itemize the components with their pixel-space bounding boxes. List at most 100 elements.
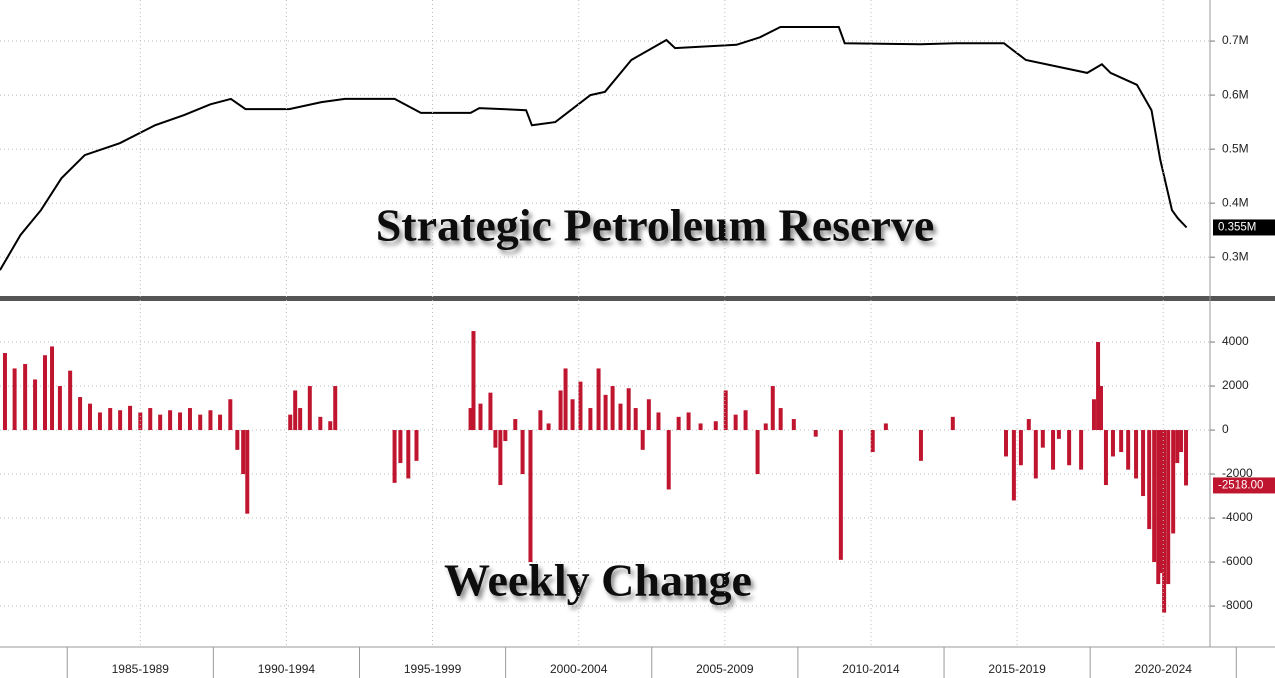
bar xyxy=(168,410,173,431)
bar xyxy=(546,423,551,431)
bar xyxy=(12,368,17,431)
bar xyxy=(733,414,738,431)
bar xyxy=(208,410,213,431)
bar xyxy=(1162,430,1167,613)
bar xyxy=(218,414,223,431)
bar xyxy=(158,414,163,431)
bar xyxy=(414,430,419,461)
bar xyxy=(538,410,543,431)
bar xyxy=(743,410,748,431)
bar xyxy=(23,364,28,431)
bar xyxy=(43,355,48,431)
bar xyxy=(328,421,333,431)
bar xyxy=(498,430,503,486)
x-tick-label: 1995-1999 xyxy=(404,662,462,676)
bar xyxy=(468,408,473,431)
y-tick-label: 0.7M xyxy=(1222,33,1249,47)
bar xyxy=(603,394,608,431)
bar xyxy=(763,423,768,431)
bar xyxy=(578,381,583,431)
bar xyxy=(1098,386,1103,431)
bar xyxy=(1179,430,1184,453)
y-tick-label: 2000 xyxy=(1222,378,1249,392)
bar xyxy=(2,353,7,431)
bar xyxy=(698,423,703,431)
bar xyxy=(307,386,312,431)
y-tick-label: 0.4M xyxy=(1222,195,1249,209)
bar xyxy=(88,403,93,431)
bar xyxy=(596,368,601,431)
y-tick-label: -6000 xyxy=(1222,554,1253,568)
bar xyxy=(713,421,718,431)
bar xyxy=(778,408,783,431)
bar xyxy=(298,408,303,431)
bar xyxy=(128,405,133,431)
bar xyxy=(1147,430,1152,530)
bar xyxy=(241,430,246,475)
bar xyxy=(318,416,323,431)
bar xyxy=(1096,342,1101,431)
bar xyxy=(1026,419,1031,431)
bar xyxy=(1067,430,1072,466)
bar xyxy=(528,430,533,563)
y-tick-label: -2000 xyxy=(1222,466,1253,480)
bar xyxy=(1003,430,1008,457)
bar xyxy=(78,397,83,431)
bar xyxy=(1141,430,1146,497)
bar xyxy=(1119,430,1124,453)
bar xyxy=(406,430,411,479)
bar xyxy=(148,408,153,431)
bar xyxy=(1091,399,1096,431)
bar xyxy=(488,392,493,431)
bar xyxy=(520,430,525,475)
bar xyxy=(398,430,403,464)
y-tick-label: 4000 xyxy=(1222,334,1249,348)
bar xyxy=(288,414,293,431)
bar xyxy=(723,390,728,431)
bar xyxy=(870,430,875,453)
bar xyxy=(245,430,250,514)
bar xyxy=(1040,430,1045,448)
bar xyxy=(1126,430,1131,470)
y-tick-label: 0.3M xyxy=(1222,249,1249,263)
bar xyxy=(1166,430,1171,585)
bar xyxy=(626,388,631,431)
panel-title: Weekly Change xyxy=(444,555,752,606)
panel-title: Strategic Petroleum Reserve xyxy=(376,200,935,251)
bar xyxy=(883,423,888,431)
bar xyxy=(57,386,62,431)
bar xyxy=(563,368,568,431)
bar xyxy=(50,346,55,431)
bar xyxy=(1171,430,1176,534)
y-tick-label: 0 xyxy=(1222,422,1229,436)
bar xyxy=(1110,430,1115,457)
bar xyxy=(558,390,563,431)
bar xyxy=(666,430,671,490)
bar xyxy=(108,408,113,431)
line-series xyxy=(0,26,1188,271)
bar xyxy=(791,419,796,431)
bar xyxy=(198,414,203,431)
y-tick-label: -8000 xyxy=(1222,598,1253,612)
bar xyxy=(1056,430,1061,439)
bar xyxy=(838,430,843,560)
bar xyxy=(676,416,681,431)
bar xyxy=(1159,430,1164,574)
bar xyxy=(755,430,760,475)
bar xyxy=(493,430,498,448)
bar xyxy=(235,430,240,450)
bar xyxy=(97,412,102,431)
bar xyxy=(813,430,818,437)
x-tick-label: 2015-2019 xyxy=(988,662,1046,676)
bar xyxy=(138,412,143,431)
last-value-label: 0.355M xyxy=(1218,221,1256,233)
y-tick-label: 0.5M xyxy=(1222,141,1249,155)
x-tick-label: 2020-2024 xyxy=(1135,662,1193,676)
y-tick-label: -4000 xyxy=(1222,510,1253,524)
bar xyxy=(950,416,955,431)
bar xyxy=(333,386,338,431)
panel-divider xyxy=(0,296,1275,301)
bar xyxy=(570,399,575,431)
x-tick-label: 2010-2014 xyxy=(842,662,900,676)
